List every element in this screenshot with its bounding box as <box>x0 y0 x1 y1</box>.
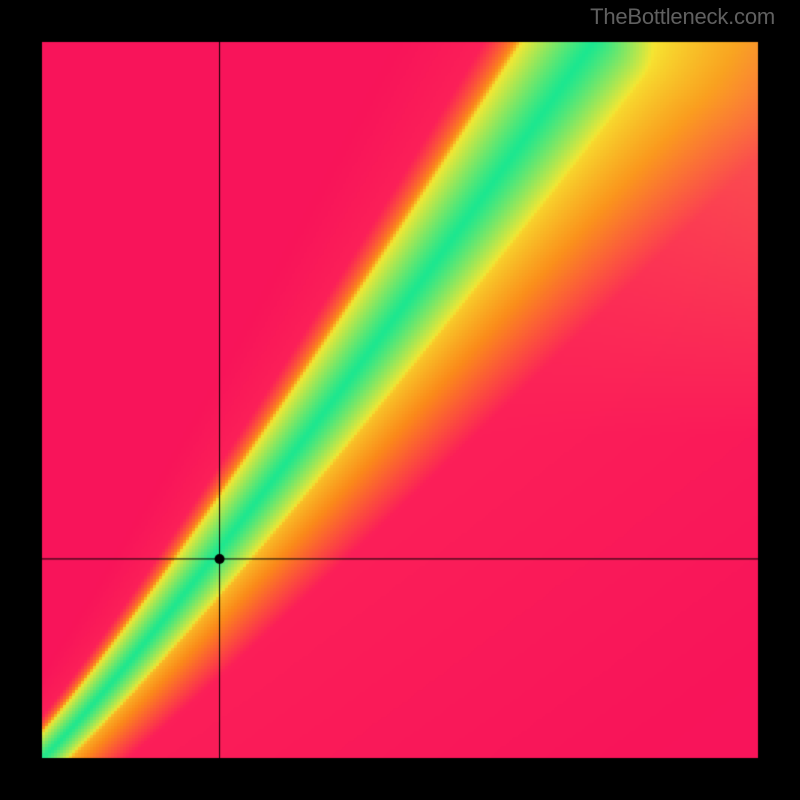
watermark-label: TheBottleneck.com <box>590 4 775 30</box>
heatmap-canvas <box>0 0 800 800</box>
chart-container: TheBottleneck.com <box>0 0 800 800</box>
